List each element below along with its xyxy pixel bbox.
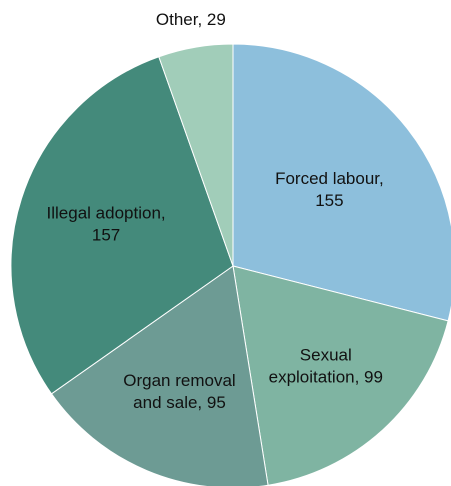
pie-slice (50, 265, 269, 486)
pie-slice (10, 56, 234, 395)
pie-slice (232, 265, 449, 486)
pie-slice (158, 43, 234, 267)
data-label: Sexual exploitation, 99 (269, 346, 383, 387)
data-label: Forced labour, 155 (275, 170, 384, 211)
pie-slice (232, 43, 451, 322)
data-label: Organ removal and sale, 95 (123, 371, 235, 412)
data-label: Other, 29 (156, 10, 226, 29)
data-label: Illegal adoption, 157 (47, 204, 166, 245)
